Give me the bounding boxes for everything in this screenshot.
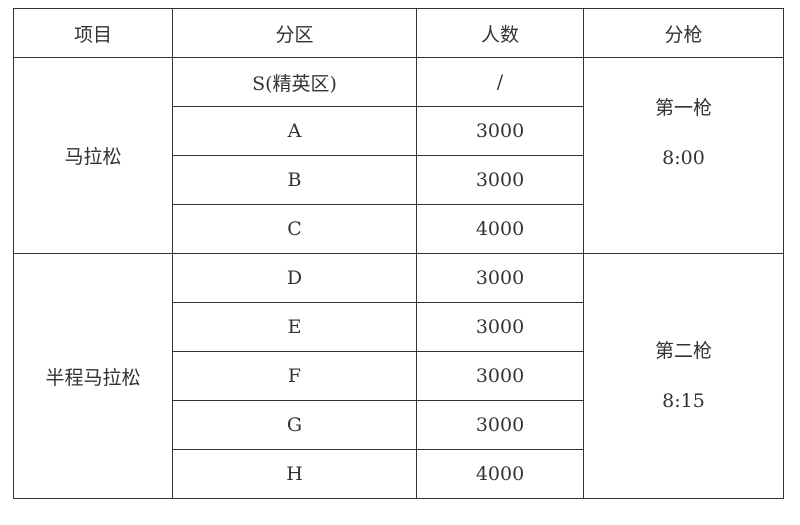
start-wave-label: 第二枪 bbox=[654, 340, 712, 362]
zone-cell: H bbox=[172, 449, 417, 499]
table-row: H 4000 bbox=[14, 449, 784, 499]
table-row: E 3000 bbox=[14, 302, 784, 352]
table-row: 马拉松 S(精英区) / 第一枪 8:00 bbox=[13, 57, 784, 254]
count-cell: 3000 bbox=[416, 155, 584, 205]
header-row: 项目 分区 人数 分枪 bbox=[13, 8, 784, 58]
count-cell: 4000 bbox=[416, 204, 584, 254]
count-cell: 3000 bbox=[416, 400, 584, 450]
header-event: 项目 bbox=[13, 8, 173, 58]
start-wave-table: 项目 分区 人数 分枪 马拉松 S(精英区) / 第一枪 8:00 A 3000… bbox=[13, 8, 784, 499]
count-cell: 3000 bbox=[416, 106, 584, 156]
header-count: 人数 bbox=[416, 8, 584, 58]
zone-cell: E bbox=[172, 302, 417, 352]
zone-cell: A bbox=[172, 106, 417, 156]
header-start: 分枪 bbox=[583, 8, 784, 58]
table-row: F 3000 bbox=[14, 351, 784, 401]
table-row: C 4000 bbox=[14, 204, 784, 254]
zone-cell: S(精英区) bbox=[172, 57, 417, 107]
zone-cell: F bbox=[172, 351, 417, 401]
count-cell: / bbox=[416, 57, 584, 107]
count-cell: 4000 bbox=[416, 449, 584, 499]
start-time: 8:15 bbox=[662, 390, 705, 412]
zone-cell: B bbox=[172, 155, 417, 205]
count-cell: 3000 bbox=[416, 351, 584, 401]
table-row: 半程马拉松 D 3000 第二枪 8:15 bbox=[13, 253, 784, 499]
header-zone: 分区 bbox=[172, 8, 417, 58]
zone-cell: D bbox=[172, 253, 417, 303]
event-cell: 马拉松 bbox=[13, 57, 173, 254]
table-row: G 3000 bbox=[14, 400, 784, 450]
table-row: B 3000 bbox=[14, 155, 784, 205]
event-cell: 半程马拉松 bbox=[13, 253, 173, 499]
count-cell: 3000 bbox=[416, 253, 584, 303]
zone-cell: G bbox=[172, 400, 417, 450]
start-time: 8:00 bbox=[662, 147, 705, 169]
zone-cell: C bbox=[172, 204, 417, 254]
count-cell: 3000 bbox=[416, 302, 584, 352]
start-wave-label: 第一枪 bbox=[654, 97, 712, 119]
table-row: A 3000 bbox=[14, 106, 784, 156]
start-cell: 第二枪 8:15 bbox=[583, 253, 784, 499]
start-cell: 第一枪 8:00 bbox=[583, 57, 784, 254]
